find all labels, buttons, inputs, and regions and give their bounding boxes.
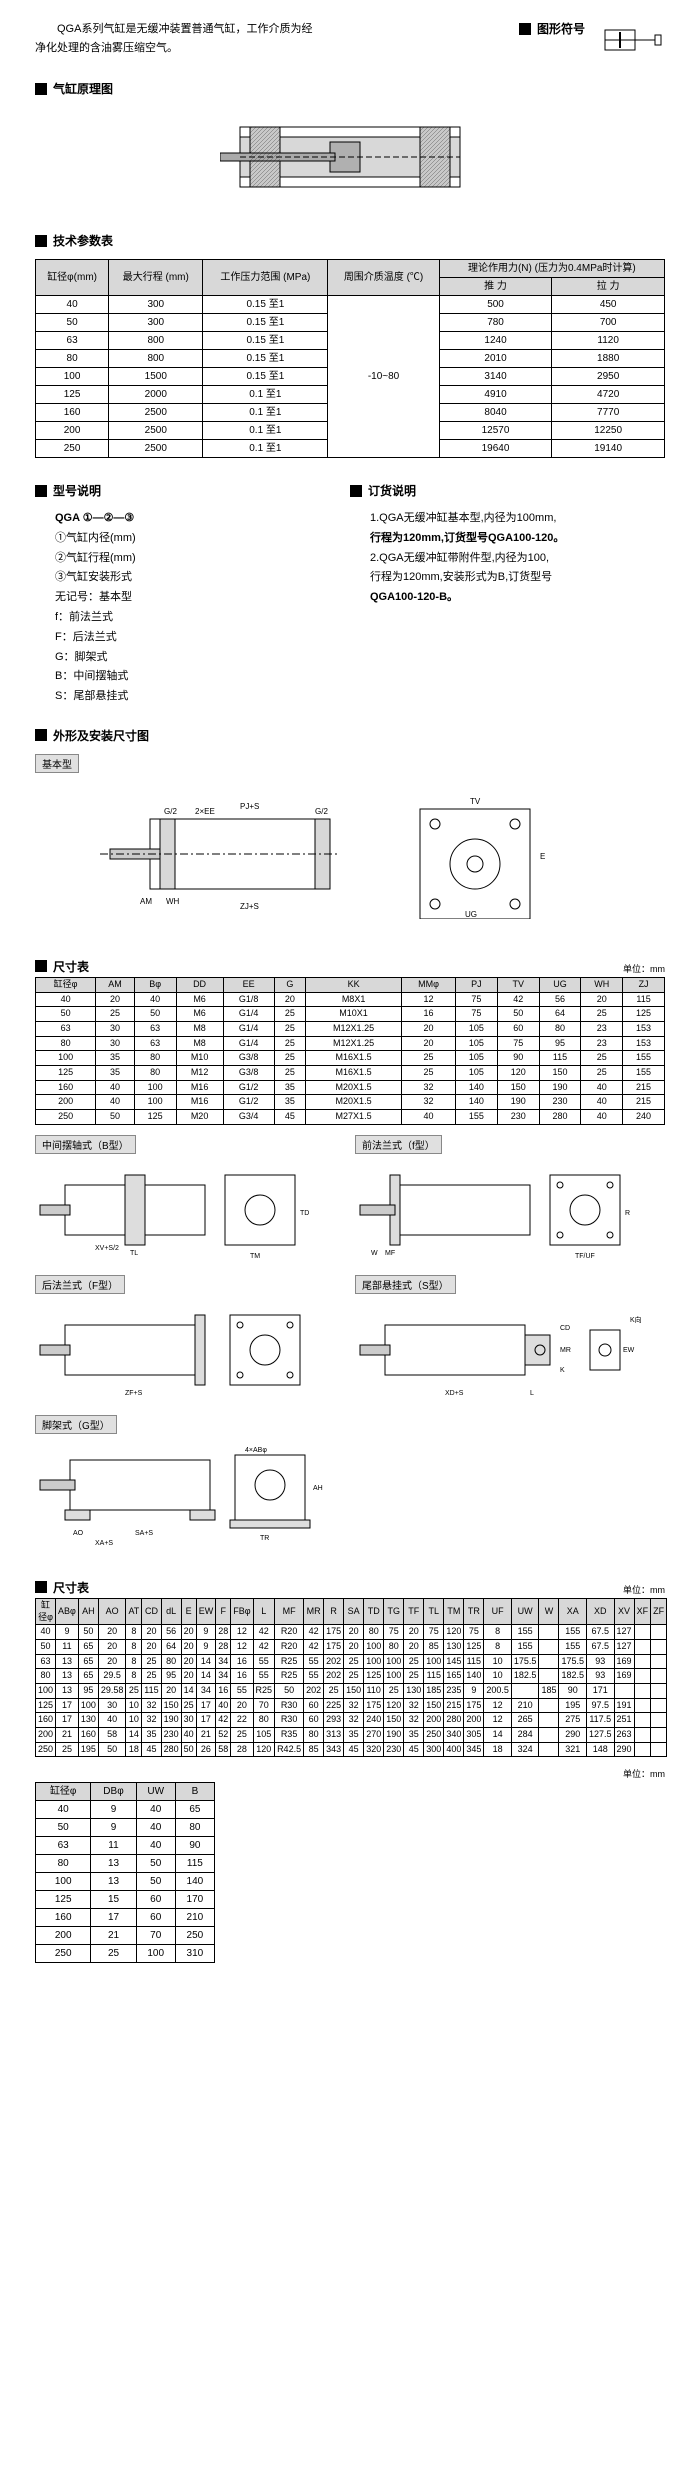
- svg-text:CD: CD: [560, 1325, 570, 1332]
- dim-title: 尺寸表: [53, 958, 89, 975]
- svg-text:R: R: [625, 1210, 630, 1217]
- order-title: 订货说明: [368, 482, 416, 499]
- section-principle-title: 气缸原理图: [53, 80, 113, 97]
- svg-text:XA+S: XA+S: [95, 1540, 113, 1547]
- square-icon: [35, 1581, 47, 1593]
- svg-text:XD+S: XD+S: [445, 1390, 464, 1397]
- badge-g: 脚架式（G型）: [35, 1415, 117, 1434]
- svg-text:ZF+S: ZF+S: [125, 1390, 143, 1397]
- dim-title-2: 尺寸表: [53, 1579, 89, 1596]
- dim-table-1: 缸径φAMBφDDEEGKKMMφPJTVUGWHZJ 402040M6G1/8…: [35, 977, 665, 1125]
- model-lines: ①气缸内径(mm)②气缸行程(mm)③气缸安装形式无记号：基本型f：前法兰式F：…: [55, 529, 319, 707]
- square-icon: [35, 235, 47, 247]
- badge-basic: 基本型: [35, 754, 79, 773]
- svg-text:E: E: [540, 852, 545, 861]
- badge-f-front: 前法兰式（f型）: [355, 1135, 442, 1154]
- svg-text:TR: TR: [260, 1535, 269, 1542]
- badge-s: 尾部悬挂式（S型）: [355, 1275, 456, 1294]
- svg-text:TD: TD: [300, 1210, 309, 1217]
- svg-text:2×EE: 2×EE: [195, 807, 215, 816]
- square-icon: [35, 485, 47, 497]
- spec-table: 缸径φ(mm) 最大行程 (mm) 工作压力范围 (MPa) 周围介质温度 (℃…: [35, 259, 665, 458]
- svg-text:AM: AM: [140, 897, 152, 906]
- col-temp: 周围介质温度 (℃): [328, 260, 439, 296]
- outline-title: 外形及安装尺寸图: [53, 727, 149, 744]
- symbol-diagram: [595, 20, 665, 60]
- square-icon: [519, 23, 531, 35]
- svg-text:TF/UF: TF/UF: [575, 1253, 595, 1260]
- svg-text:G/2: G/2: [315, 807, 328, 816]
- square-icon: [35, 960, 47, 972]
- svg-text:MR: MR: [560, 1347, 571, 1354]
- square-icon: [35, 729, 47, 741]
- symbol-title: 图形符号: [537, 20, 585, 37]
- svg-text:K向: K向: [630, 1315, 642, 1324]
- order-lines: 1.QGA无缓冲缸基本型,内径为100mm,行程为120mm,订货型号QGA10…: [370, 509, 665, 608]
- svg-text:XV+S/2: XV+S/2: [95, 1245, 119, 1252]
- svg-text:G/2: G/2: [164, 807, 177, 816]
- badge-b: 中间摆轴式（B型）: [35, 1135, 136, 1154]
- unit-label-2: 单位：mm: [623, 1583, 665, 1596]
- drawing-s: XD+S L CD MR K K向 EW: [355, 1300, 655, 1400]
- svg-text:4×ABφ: 4×ABφ: [245, 1447, 267, 1454]
- col-stroke: 最大行程 (mm): [109, 260, 203, 296]
- svg-text:SA+S: SA+S: [135, 1530, 153, 1537]
- svg-text:MF: MF: [385, 1250, 395, 1257]
- col-bore: 缸径φ(mm): [36, 260, 109, 296]
- svg-text:WH: WH: [166, 897, 180, 906]
- drawing-b: XV+S/2 TL TM TD: [35, 1160, 335, 1260]
- col-push: 推 力: [439, 278, 552, 296]
- col-pressure: 工作压力范围 (MPa): [203, 260, 328, 296]
- drawing-f-back: ZF+S: [35, 1300, 335, 1400]
- drawing-f-front: MF W TF/UF R: [355, 1160, 655, 1260]
- basic-drawing: PJ+S ZJ+S AM WH 2×EE G/2 G/2 E TV UG: [35, 789, 665, 924]
- dim-table-2: 缸径φABφAHAOATCDdLEEWFFBφLMFMRRSATDTGTFTLT…: [35, 1598, 667, 1758]
- principle-diagram: [35, 107, 665, 212]
- svg-text:ZJ+S: ZJ+S: [240, 902, 259, 911]
- svg-text:PJ+S: PJ+S: [240, 802, 259, 811]
- svg-text:EW: EW: [623, 1347, 635, 1354]
- svg-text:W: W: [371, 1250, 378, 1257]
- square-icon: [350, 485, 362, 497]
- model-format: QGA ①—②—③: [55, 509, 319, 529]
- section-spec-title: 技术参数表: [53, 232, 113, 249]
- unit-label-3: 单位：mm: [35, 1767, 665, 1780]
- col-pull: 拉 力: [552, 278, 665, 296]
- unit-label: 单位：mm: [623, 962, 665, 975]
- col-force: 理论作用力(N) (压力为0.4MPa时计算): [439, 260, 664, 278]
- svg-text:TL: TL: [130, 1250, 138, 1257]
- square-icon: [35, 83, 47, 95]
- svg-text:TM: TM: [250, 1253, 260, 1260]
- svg-text:UG: UG: [465, 910, 477, 919]
- badge-f-back: 后法兰式（F型）: [35, 1275, 125, 1294]
- model-title: 型号说明: [53, 482, 101, 499]
- intro-paragraph: QGA系列气缸是无缓冲装置普通气缸，工作介质为经净化处理的含油雾压缩空气。: [35, 20, 315, 60]
- dim-table-3: 缸径φDBφUWB 409406550940806311409080135011…: [35, 1782, 215, 1963]
- svg-text:AO: AO: [73, 1530, 84, 1537]
- svg-text:TV: TV: [470, 797, 481, 806]
- svg-text:AH: AH: [313, 1485, 323, 1492]
- drawing-g: AO XA+S SA+S AH TR 4×ABφ: [35, 1440, 335, 1550]
- svg-text:L: L: [530, 1390, 534, 1397]
- svg-text:K: K: [560, 1367, 565, 1374]
